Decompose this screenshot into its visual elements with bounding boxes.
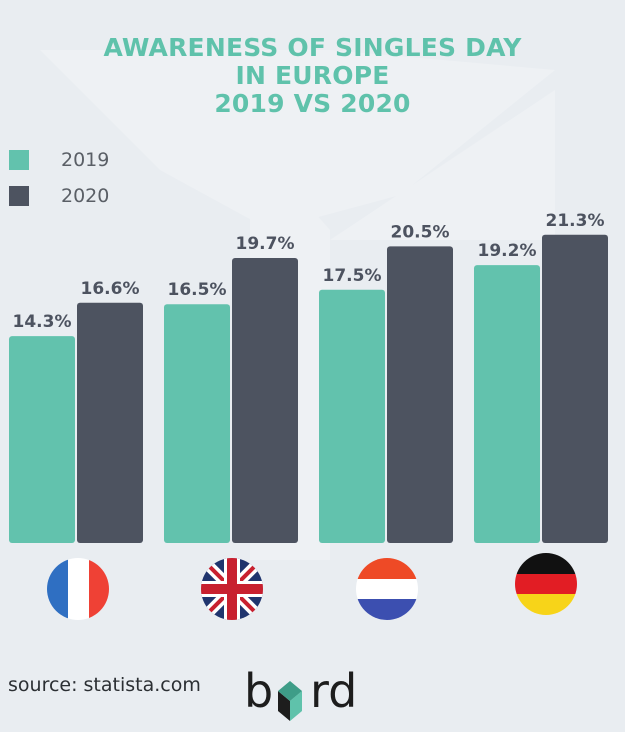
bar-germany-2019 (474, 265, 540, 543)
bar-netherlands-2019 (319, 289, 385, 543)
data-label-france-2019: 14.3% (13, 312, 72, 332)
svg-text:rd: rd (310, 669, 357, 718)
legend-label-2020: 2020 (61, 185, 110, 207)
bar-united-kingdom-2020 (232, 257, 298, 543)
flag-row (47, 553, 577, 620)
legend-label-2019: 2019 (61, 149, 110, 171)
data-label-germany-2019: 19.2% (478, 241, 537, 261)
bar-france-2020 (77, 302, 143, 543)
bar-france-2019 (9, 336, 75, 543)
bar-chart: 14.3% 16.6% 16.5% 19.7% 17.5% 20.5% 19.2% 21.3% (9, 211, 608, 544)
legend-swatch-2020 (9, 186, 29, 206)
data-label-united-kingdom-2019: 16.5% (168, 280, 227, 300)
bar-united-kingdom-2019 (164, 304, 230, 543)
netherlands-flag-icon (356, 558, 418, 620)
chart-title: AWARENESS OF SINGLES DAY IN EUROPE 2019 … (0, 34, 625, 118)
data-label-france-2020: 16.6% (81, 279, 140, 299)
legend-swatch-2019 (9, 150, 29, 170)
title-line-3: 2019 VS 2020 (214, 89, 411, 118)
svg-text:b: b (244, 669, 274, 718)
data-label-netherlands-2020: 20.5% (391, 222, 450, 242)
bar-netherlands-2020 (387, 246, 453, 544)
bar-germany-2020 (542, 234, 608, 543)
title-line-1: AWARENESS OF SINGLES DAY (103, 33, 522, 62)
title-line-2: IN EUROPE (235, 61, 390, 90)
uk-flag-icon (201, 558, 263, 620)
byrd-logo: b rd (244, 669, 357, 721)
data-label-netherlands-2019: 17.5% (323, 266, 382, 286)
legend-item-2020: 2020 (9, 182, 109, 210)
legend: 2019 2020 (9, 146, 109, 218)
legend-item-2019: 2019 (9, 146, 109, 174)
germany-flag-icon (515, 553, 577, 615)
france-flag-icon (47, 558, 109, 620)
data-label-united-kingdom-2020: 19.7% (236, 234, 295, 254)
source-text: source: statista.com (8, 674, 201, 696)
data-label-germany-2020: 21.3% (546, 211, 605, 231)
